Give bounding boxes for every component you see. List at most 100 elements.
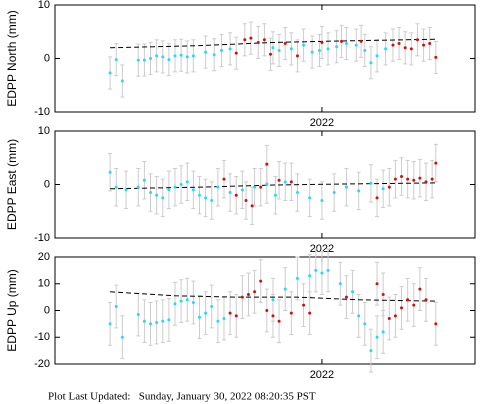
data-point <box>369 349 373 353</box>
data-point <box>381 292 385 296</box>
data-point <box>283 287 287 291</box>
y-tick-label: 20 <box>38 251 50 263</box>
data-point <box>210 199 214 203</box>
y-tick-label: 0 <box>44 52 50 64</box>
y-axis-label: EDPP North (mm) <box>5 10 19 106</box>
data-point <box>108 71 112 75</box>
data-point <box>155 54 159 58</box>
data-point <box>212 53 216 57</box>
data-point <box>375 335 379 339</box>
data-point <box>320 40 324 44</box>
data-point <box>340 39 344 43</box>
y-tick-label: 10 <box>38 0 50 11</box>
data-point <box>320 271 324 275</box>
data-point <box>249 36 253 40</box>
data-point <box>344 185 348 189</box>
data-point <box>412 303 416 307</box>
data-point <box>359 39 363 43</box>
data-point <box>344 295 348 299</box>
data-point <box>120 79 124 83</box>
data-point <box>216 319 220 323</box>
data-point <box>428 42 432 46</box>
y-tick-label: 0 <box>44 178 50 190</box>
data-point <box>244 199 248 203</box>
data-point <box>391 43 395 47</box>
data-point <box>375 196 379 200</box>
data-point <box>412 178 416 182</box>
data-point <box>271 46 275 50</box>
data-point <box>363 322 367 326</box>
data-point <box>173 185 177 189</box>
data-point <box>357 314 361 318</box>
data-point <box>173 302 177 306</box>
data-point <box>434 55 438 59</box>
data-point <box>234 51 238 55</box>
data-point <box>191 54 195 58</box>
data-point <box>400 174 404 178</box>
data-point <box>161 319 165 323</box>
data-point <box>220 48 224 52</box>
data-point <box>155 321 159 325</box>
data-point <box>149 57 153 60</box>
data-point <box>326 268 330 272</box>
data-point <box>375 282 379 286</box>
data-point <box>142 319 146 323</box>
data-point <box>246 292 250 296</box>
data-point <box>434 322 438 326</box>
data-point <box>354 43 358 47</box>
data-point <box>142 178 146 182</box>
data-point <box>289 180 293 184</box>
data-point <box>114 304 118 308</box>
data-point <box>253 185 257 189</box>
data-point <box>161 55 165 59</box>
data-point <box>277 178 281 182</box>
y-tick-label: 10 <box>38 125 50 137</box>
data-point <box>310 50 314 54</box>
data-point <box>136 185 140 189</box>
data-point <box>179 299 183 303</box>
data-point <box>167 188 171 192</box>
data-point <box>430 177 434 181</box>
data-point <box>136 58 140 62</box>
data-point <box>253 290 257 294</box>
data-point <box>240 188 244 192</box>
data-point <box>357 189 361 193</box>
y-tick-label: -20 <box>34 358 50 370</box>
data-point <box>197 193 201 197</box>
data-point <box>191 300 195 304</box>
data-point <box>308 196 312 200</box>
data-point <box>406 177 410 181</box>
data-point <box>228 191 232 195</box>
x-tick-label: 2022 <box>310 117 334 129</box>
data-point <box>120 335 124 339</box>
data-point <box>185 180 189 184</box>
data-point <box>222 177 226 181</box>
data-point <box>302 303 306 307</box>
data-point <box>332 191 336 195</box>
data-point <box>351 290 355 294</box>
data-point <box>384 47 388 51</box>
data-point <box>415 38 419 42</box>
data-point <box>283 180 287 184</box>
data-point <box>185 298 189 302</box>
data-point <box>234 314 238 318</box>
data-point <box>381 187 385 191</box>
data-point <box>302 43 306 47</box>
data-point <box>161 196 165 200</box>
data-point <box>228 311 232 315</box>
data-point <box>424 298 428 302</box>
data-point <box>409 47 413 51</box>
data-point <box>317 48 321 52</box>
data-point <box>262 38 266 42</box>
data-point <box>167 318 171 322</box>
data-point <box>418 176 422 180</box>
data-point <box>369 181 373 185</box>
data-point <box>114 185 118 189</box>
data-point <box>142 58 146 62</box>
data-point <box>210 304 214 308</box>
model-line <box>110 291 436 302</box>
data-point <box>228 47 232 51</box>
data-point <box>338 282 342 286</box>
